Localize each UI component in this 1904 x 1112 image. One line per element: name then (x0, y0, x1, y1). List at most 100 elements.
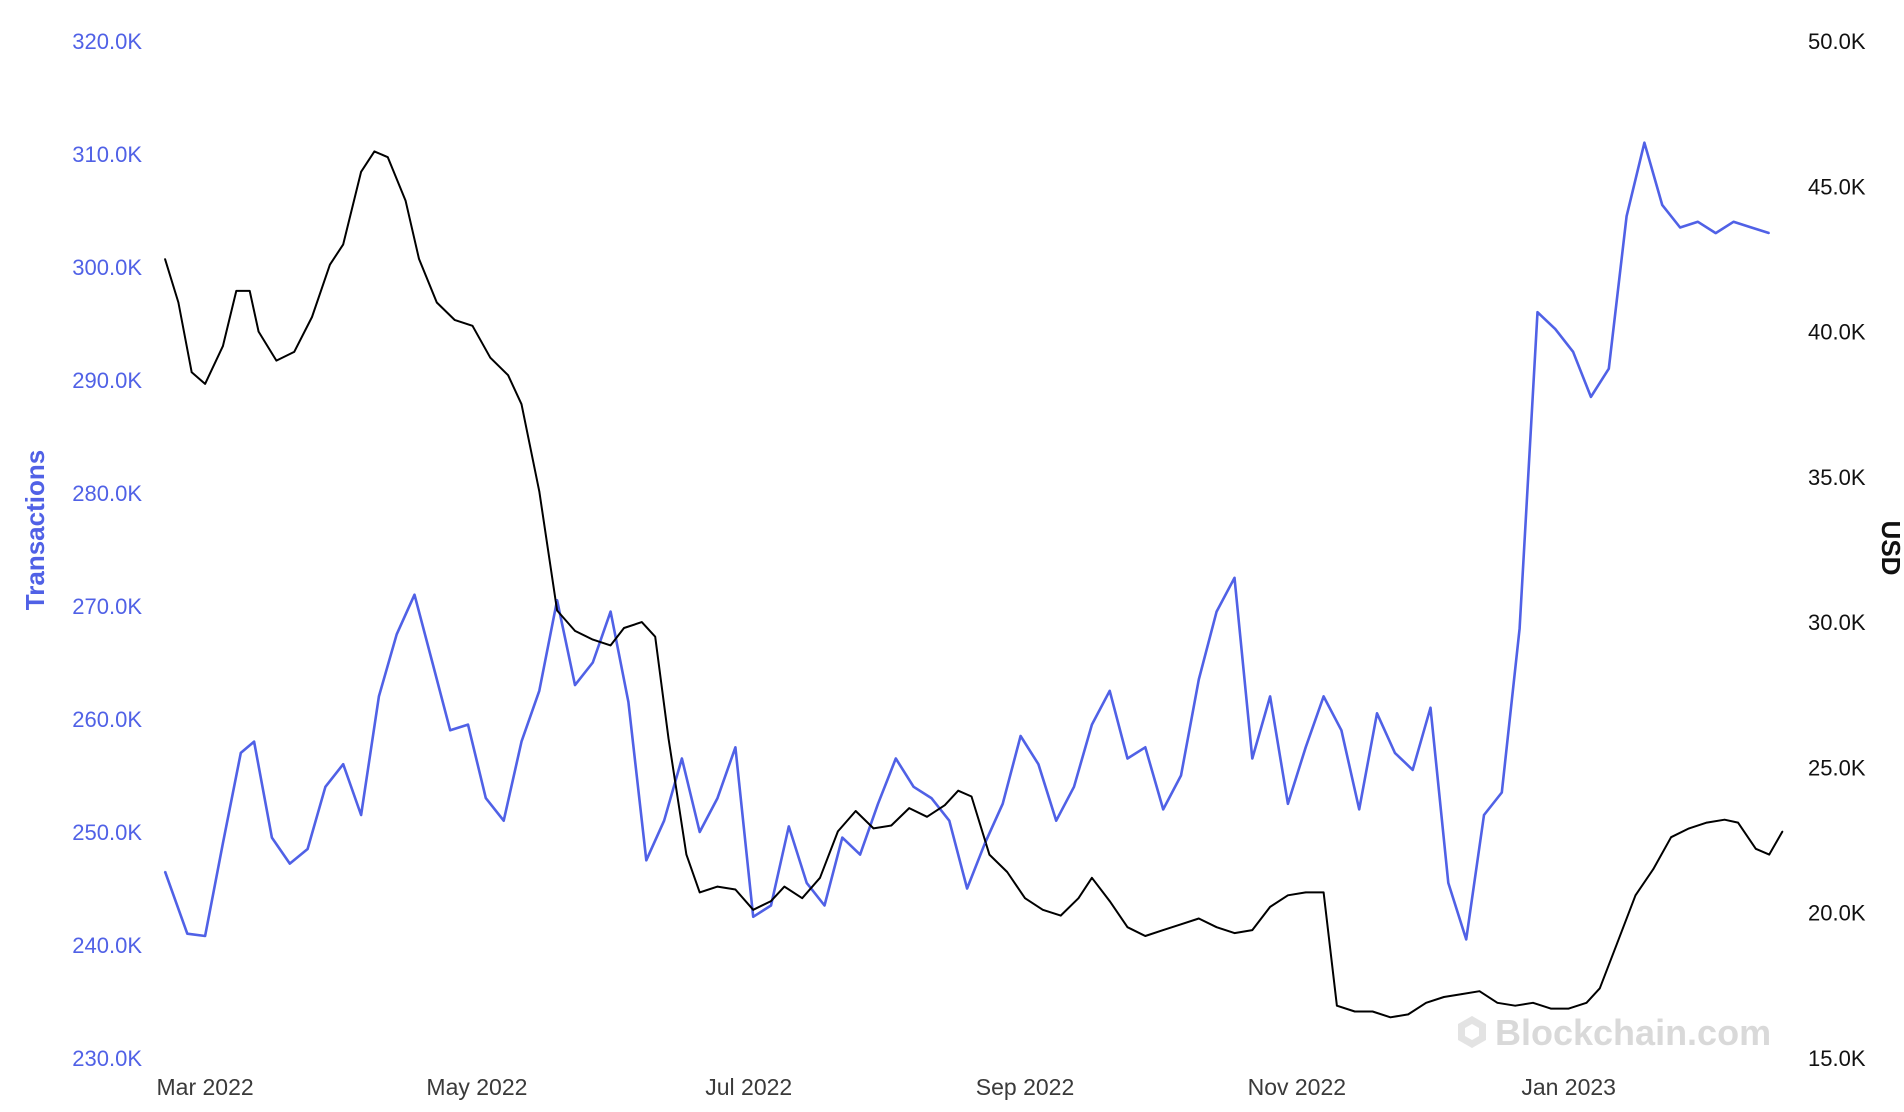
transactions-point (645, 859, 648, 862)
right-tick-label: 50.0K (1808, 29, 1866, 54)
usd-point (783, 885, 786, 888)
left-tick-label: 310.0K (72, 142, 142, 167)
transactions-point (1572, 351, 1574, 353)
transactions-point (240, 752, 242, 754)
usd-point (641, 621, 643, 623)
usd-point (574, 630, 576, 632)
transactions-point (1073, 786, 1075, 788)
x-tick-label: Jan 2023 (1521, 1074, 1616, 1100)
transactions-point (1590, 396, 1592, 398)
usd-point (944, 804, 946, 806)
transactions-point (1643, 141, 1646, 144)
left-tick-label: 260.0K (72, 707, 142, 732)
transactions-point (1108, 690, 1111, 692)
transactions-point (1001, 803, 1004, 805)
usd-point (1269, 906, 1271, 908)
usd-point (698, 891, 701, 894)
usd-point (819, 877, 821, 879)
right-tick-label: 20.0K (1808, 901, 1866, 926)
left-tick-label: 320.0K (72, 29, 142, 54)
usd-point (1567, 1007, 1570, 1010)
left-tick-label: 240.0K (72, 933, 142, 958)
transactions-point (306, 848, 309, 850)
usd-point (1251, 929, 1254, 931)
usd-point (1478, 990, 1481, 992)
transactions-point (1447, 882, 1450, 884)
transactions-point (253, 740, 255, 743)
transactions-point (966, 887, 968, 890)
usd-point (1144, 935, 1147, 937)
usd-point (685, 853, 688, 856)
usd-point (1514, 1004, 1516, 1007)
usd-point (1059, 914, 1062, 917)
usd-point (1108, 900, 1111, 902)
usd-point (752, 909, 754, 911)
usd-point (1354, 1010, 1356, 1013)
transactions-point (1091, 723, 1093, 726)
transactions-point (502, 819, 505, 822)
transactions-point (413, 593, 416, 596)
usd-point (623, 627, 625, 629)
usd-point (293, 351, 296, 353)
left-tick-label: 250.0K (72, 820, 142, 845)
usd-point (1688, 827, 1690, 830)
left-axis-title: Transactions (20, 450, 50, 610)
transactions-point (1126, 757, 1129, 760)
usd-point (418, 258, 420, 260)
transactions-point (186, 932, 189, 935)
usd-point (667, 737, 670, 740)
transactions-point (378, 695, 380, 698)
transactions-point (538, 690, 541, 692)
transactions-point (1697, 221, 1699, 223)
transactions-point (770, 904, 772, 907)
right-axis-title: USD (1876, 521, 1904, 576)
transactions-point (1501, 791, 1503, 794)
transactions-point (1215, 610, 1218, 613)
usd-point (609, 644, 612, 647)
right-tick-label: 35.0K (1808, 465, 1866, 490)
usd-point (1670, 836, 1672, 838)
transactions-point (1162, 808, 1164, 811)
transactions-point (1465, 938, 1467, 941)
transactions-point (467, 723, 469, 726)
usd-point (1616, 941, 1619, 943)
transactions-point (1714, 232, 1717, 234)
usd-point (592, 638, 594, 641)
usd-point (1496, 1002, 1499, 1004)
usd-point (1024, 897, 1026, 899)
usd-point (342, 243, 345, 246)
transactions-point (895, 757, 897, 760)
usd-point (1162, 929, 1164, 931)
usd-point (453, 319, 456, 321)
transactions-point (716, 797, 719, 799)
usd-point (387, 156, 389, 158)
watermark: Blockchain.com (1458, 1012, 1771, 1053)
transactions-point (859, 853, 861, 856)
transactions-point (1483, 814, 1485, 816)
transactions-point (663, 819, 665, 822)
transactions-point (1304, 746, 1307, 749)
transactions-point (1037, 763, 1040, 765)
transactions-point (1732, 221, 1735, 223)
usd-point (404, 200, 407, 202)
usd-point (1755, 848, 1757, 850)
transactions-point (360, 814, 362, 816)
right-tick-label: 30.0K (1808, 610, 1866, 635)
usd-point (1198, 917, 1200, 920)
transactions-point (1269, 695, 1271, 698)
transactions-point (342, 763, 345, 765)
usd-point (360, 171, 362, 173)
usd-point (489, 356, 492, 359)
transactions-point (1661, 204, 1663, 206)
transactions-point (1768, 232, 1770, 234)
usd-point (222, 345, 224, 347)
usd-point (1407, 1013, 1409, 1016)
transactions-point (1554, 328, 1557, 330)
transactions-point (1233, 577, 1236, 579)
transactions-point (592, 661, 594, 664)
transactions-point (823, 904, 826, 907)
transactions-point (752, 916, 754, 918)
x-tick-label: Nov 2022 (1248, 1074, 1346, 1100)
usd-point (1532, 1002, 1534, 1004)
transactions-point (1750, 226, 1753, 229)
